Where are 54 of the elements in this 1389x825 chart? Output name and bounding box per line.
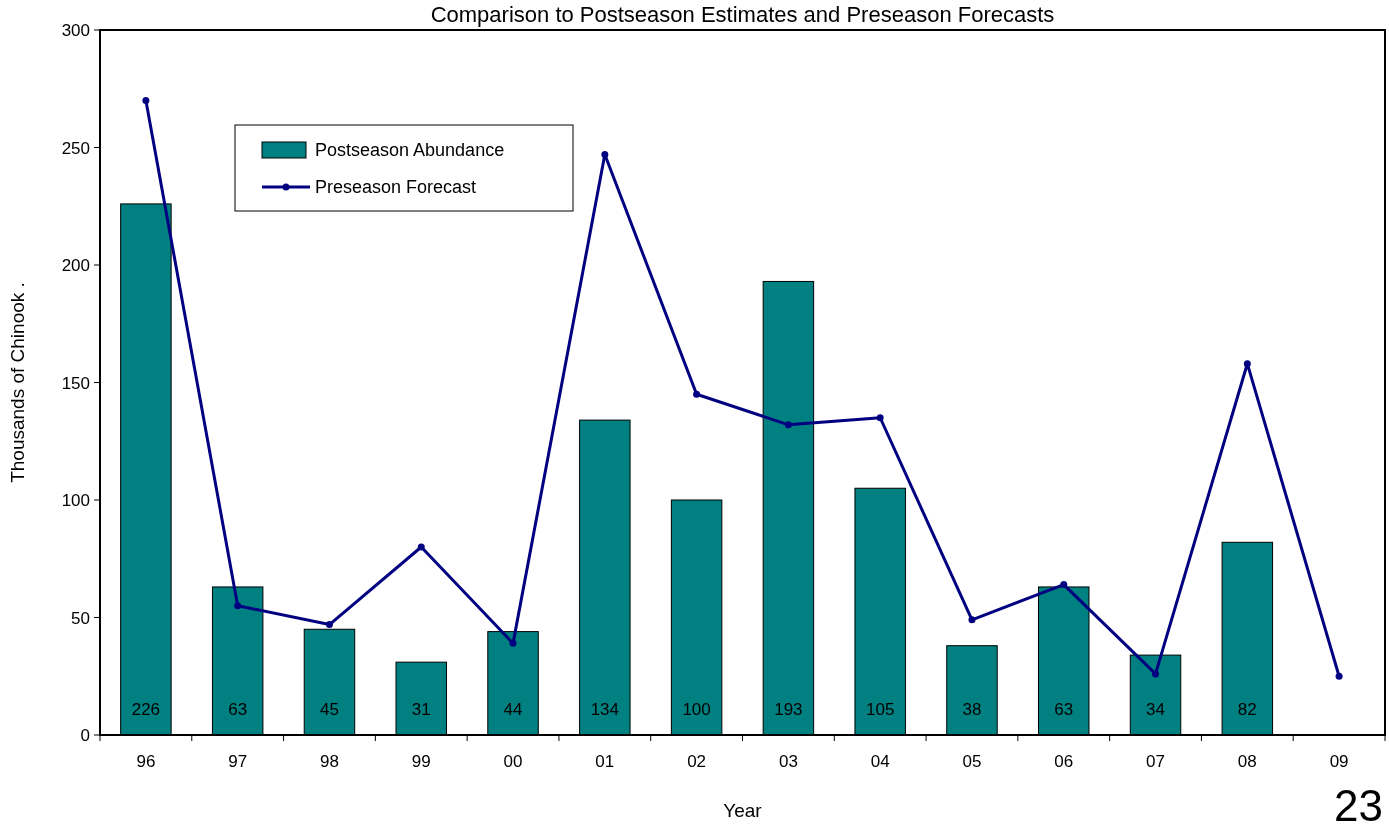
point (1335, 672, 1343, 680)
x-tick-label: 05 (962, 752, 982, 771)
point (693, 390, 701, 398)
point (601, 151, 609, 159)
data-label: 31 (411, 700, 431, 719)
data-label: 226 (131, 700, 161, 719)
y-tick-label: 150 (61, 373, 90, 393)
data-label: 193 (774, 700, 803, 719)
point (968, 616, 976, 624)
y-tick-label: 250 (61, 138, 90, 158)
y-tick-label: 50 (71, 608, 90, 628)
x-tick-label: 98 (320, 752, 339, 771)
y-tick-label: 0 (80, 726, 90, 745)
x-tick-label: 08 (1237, 752, 1257, 771)
data-label: 63 (228, 700, 248, 719)
point (509, 639, 517, 647)
x-axis-title: Year (723, 800, 763, 821)
data-label: 45 (320, 700, 339, 719)
x-tick-label: 04 (870, 752, 890, 771)
point (142, 97, 150, 104)
y-tick-label: 300 (61, 21, 90, 40)
x-tick-label: 03 (778, 752, 798, 771)
point (234, 602, 242, 610)
point (876, 414, 884, 422)
point (1152, 670, 1160, 678)
data-label: 44 (503, 700, 523, 719)
data-label: 105 (865, 700, 895, 719)
y-tick-label: 200 (61, 256, 90, 275)
x-tick-label: 00 (503, 752, 523, 771)
data-label: 63 (1054, 700, 1074, 719)
x-tick-label: 96 (136, 752, 156, 771)
text: 23 (1334, 781, 1383, 825)
x-tick-label: 02 (687, 752, 707, 771)
legend-label: Postseason Abundance (315, 140, 505, 160)
point (1243, 360, 1251, 368)
point (784, 421, 792, 429)
legend-label: Preseason Forecast (315, 177, 477, 197)
data-label: 134 (590, 700, 620, 719)
x-tick-label: 01 (595, 752, 615, 771)
x-tick-label: 06 (1054, 752, 1074, 771)
point (325, 621, 333, 629)
y-axis-title: Thousands of Chinook . (7, 282, 28, 483)
x-tick-label: 09 (1329, 752, 1349, 771)
x-tick-label: 97 (228, 752, 248, 771)
x-tick-label: 07 (1146, 752, 1165, 771)
point (1060, 581, 1068, 589)
data-label: 38 (962, 700, 982, 719)
y-tick-label: 100 (61, 491, 90, 510)
data-label: 82 (1237, 700, 1257, 719)
data-label: 100 (682, 700, 711, 719)
x-tick-label: 99 (411, 752, 431, 771)
data-label: 34 (1146, 700, 1165, 719)
point (417, 543, 425, 551)
chart-title: Comparison to Postseason Estimates and Preseason Forecasts (430, 2, 1055, 27)
